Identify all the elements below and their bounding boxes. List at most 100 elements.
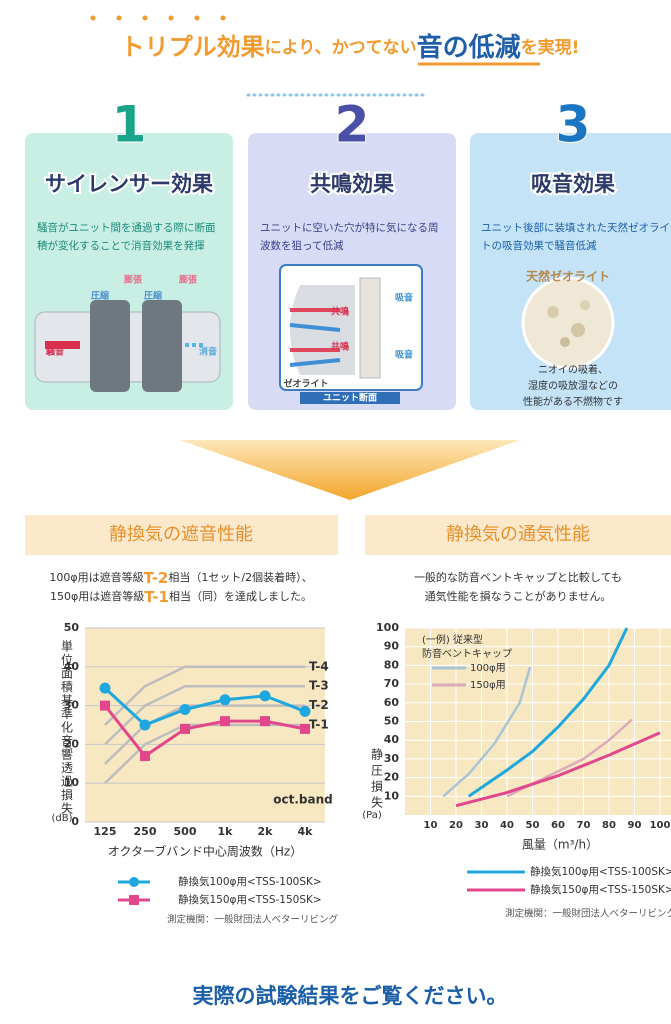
x-tick-label: 20	[449, 820, 463, 831]
description-part: 相当（同）を達成しました。	[169, 589, 312, 603]
description-part: 相当（1セット/2個装着時）、	[168, 570, 312, 584]
legend-marker	[129, 877, 139, 887]
source-note: 測定機関：一般財団法人ベターリビング	[167, 914, 339, 926]
panel-title: 吸音効果	[531, 172, 615, 196]
y-tick-label: 10	[384, 789, 400, 802]
description-part: 通気性能を損なうことがありません。	[425, 589, 612, 603]
y-tick-label: 50	[384, 715, 400, 728]
illustration-label: ユニット断面	[323, 392, 377, 404]
panel-description: 波数を狙って低減	[260, 239, 344, 252]
data-point	[140, 751, 150, 762]
x-axis-label: 風量（m³/h）	[522, 838, 598, 852]
section-title: 静換気の通気性能	[446, 524, 590, 545]
panel-caption: ニオイの吸着、	[538, 363, 608, 376]
description-part: T-2	[144, 569, 169, 587]
illustration-label: 圧縮	[144, 290, 162, 302]
description-part: T-1	[144, 588, 169, 606]
chart-description: 150φ用は遮音等級T-1相当（同）を達成しました。	[50, 588, 312, 606]
legend-title: 防音ベントキャップ	[422, 647, 512, 660]
title-part: 音の低減	[417, 32, 521, 63]
series-line	[455, 731, 661, 808]
illustration-label: 騒音	[46, 346, 64, 358]
y-tick-label: 40	[384, 733, 400, 746]
title-part: により、かつてない	[265, 38, 417, 58]
y-tick-label: 30	[64, 699, 80, 712]
title-dots	[90, 15, 226, 21]
reference-label: T-1	[309, 718, 329, 732]
series-line	[103, 704, 306, 759]
y-tick-label: 40	[64, 660, 80, 673]
panel-title: サイレンサー効果	[45, 172, 213, 196]
x-tick-label: 40	[500, 820, 514, 831]
reference-label: T-3	[309, 679, 329, 693]
chart-description: 通気性能を損なうことがありません。	[425, 589, 612, 603]
x-tick-label: 70	[577, 820, 591, 831]
y-axis-unit: (Pa)	[362, 810, 382, 821]
illustration-label: 圧縮	[91, 290, 109, 302]
zeolite-illustration	[521, 276, 615, 370]
x-tick-label: 60	[551, 820, 565, 831]
panel-bg	[470, 133, 671, 410]
panel-description: 騒音がユニット間を通過する際に断面	[37, 221, 216, 234]
x-tick-label: 250	[134, 825, 157, 838]
y-tick-label: 30	[384, 752, 400, 765]
y-axis-unit: (dB)	[51, 813, 72, 824]
legend-label: 100φ用	[470, 663, 506, 674]
page-title: トリプル効果により、かつてない音の低減を実現!	[121, 32, 580, 63]
data-point	[180, 723, 190, 734]
chart-description: 一般的な防音ベントキャップと比較しても	[414, 570, 622, 584]
x-tick-label: 500	[174, 825, 197, 838]
illustration-label: 天然ゼオライト	[526, 269, 610, 284]
y-tick-label: 100	[376, 621, 399, 634]
legend-label: 150φ用	[470, 680, 506, 691]
section-header-bg	[25, 515, 338, 555]
section-title: 静換気の遮音性能	[109, 524, 253, 545]
panel-description: 積が変化することで消音効果を発揮	[37, 239, 205, 252]
y-tick-label: 0	[71, 815, 79, 828]
silencer-illustration	[34, 300, 221, 392]
series-line	[467, 627, 629, 798]
x-tick-label: 90	[628, 820, 642, 831]
chart-description: 100φ用は遮音等級T-2相当（1セット/2個装着時）、	[49, 569, 312, 587]
title-part: を実現!	[521, 37, 580, 58]
panel-description: トの吸音効果で騒音低減	[481, 239, 597, 252]
x-tick-label: 4k	[298, 825, 314, 838]
illustration-label: 消音	[199, 346, 217, 358]
y-tick-label: 20	[64, 737, 80, 750]
legend-label: 静換気150φ用<TSS-150SK>	[530, 883, 671, 896]
series-line	[103, 687, 306, 727]
description-part: 一般的な防音ベントキャップと比較しても	[414, 570, 622, 584]
data-point	[139, 719, 151, 731]
panel-caption: 性能がある不燃物です	[523, 395, 623, 408]
illustration-label: ゼオライト	[283, 378, 328, 390]
series-line	[104, 684, 305, 746]
illustration-label: 共鳴	[331, 341, 349, 353]
y-tick-label: 20	[384, 771, 400, 784]
reference-label: T-4	[309, 659, 329, 673]
x-tick-label: 10	[424, 820, 438, 831]
data-point	[259, 690, 271, 702]
illustration-label: 吸音	[395, 349, 413, 361]
panel-title: 共鳴効果	[310, 172, 394, 196]
panel-description: ユニットに空いた穴が特に気になる周	[260, 221, 439, 234]
panel-description: ユニット後部に装填された天然ゼオライ	[481, 221, 670, 234]
section-header-bg	[365, 515, 671, 555]
data-point	[99, 682, 111, 694]
data-point	[260, 716, 270, 727]
illustration-label: 共鳴	[331, 306, 349, 318]
x-tick-label: 80	[602, 820, 616, 831]
panel-number: 2	[335, 96, 370, 154]
y-tick-label: 80	[384, 658, 400, 671]
illustration-label: 膨張	[178, 274, 198, 286]
illustration-label: 膨張	[123, 274, 143, 286]
resonance-illustration	[279, 264, 423, 404]
legend-label: 静換気150φ用<TSS-150SK>	[178, 893, 322, 906]
annotation: oct.band	[273, 793, 332, 807]
data-point	[100, 700, 110, 711]
x-axis-label: オクターブバンド中心周波数（Hz）	[108, 844, 302, 859]
legend-marker	[129, 895, 139, 905]
description-part: 150φ用は遮音等級	[50, 589, 144, 603]
reference-label: T-2	[309, 698, 329, 712]
y-tick-label: 70	[384, 677, 400, 690]
